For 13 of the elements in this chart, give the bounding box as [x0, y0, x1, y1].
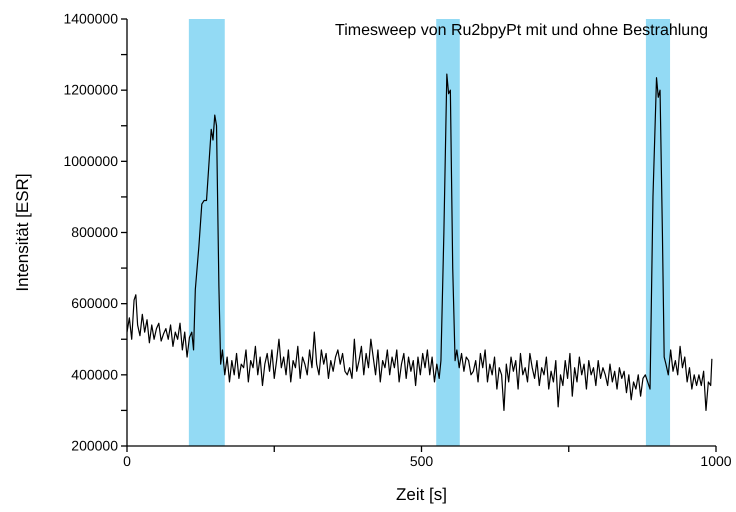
y-axis-title: Intensität [ESR] [13, 173, 32, 292]
y-tick-label: 1200000 [63, 82, 118, 98]
x-tick-label: 500 [410, 452, 434, 469]
x-axis-title: Zeit [s] [396, 485, 448, 504]
y-tick-label: 800000 [71, 224, 118, 240]
y-tick-label: 1400000 [63, 10, 118, 26]
x-tick-label: 1000 [700, 452, 732, 469]
chart-title: Timesweep von Ru2bpyPt mit und ohne Bestrahlung [335, 22, 708, 39]
x-tick-label: 0 [123, 452, 132, 469]
y-tick-label: 400000 [71, 366, 118, 382]
y-tick-label: 200000 [71, 437, 118, 454]
y-tick-label: 600000 [71, 295, 118, 312]
y-tick-label: 1000000 [63, 152, 118, 169]
